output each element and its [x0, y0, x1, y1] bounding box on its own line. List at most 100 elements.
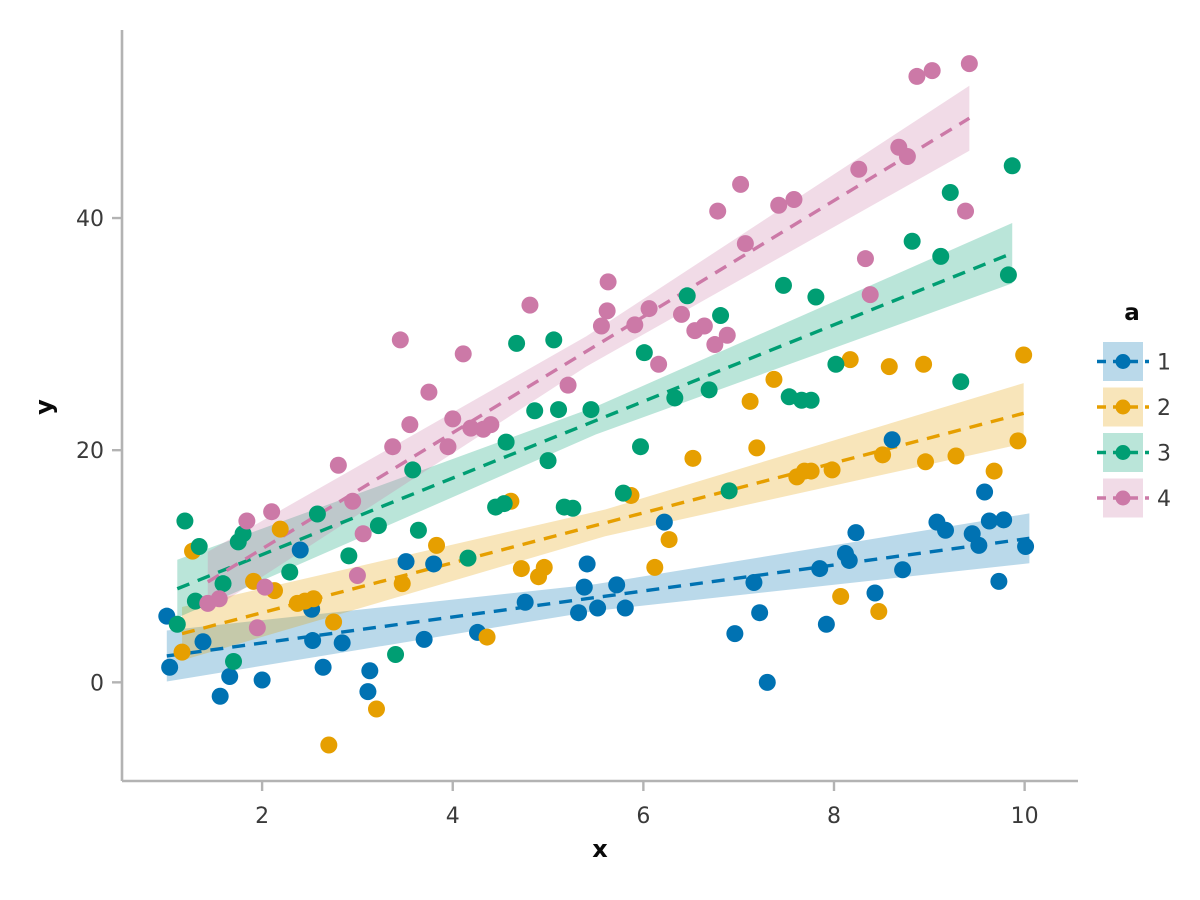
scatter-point-3 — [827, 355, 845, 373]
scatter-point-2 — [832, 587, 850, 605]
scatter-point-4 — [898, 148, 916, 166]
scatter-point-1 — [980, 512, 998, 530]
x-axis-label: x — [592, 835, 608, 863]
scatter-point-1 — [751, 604, 769, 622]
scatter-point-3 — [369, 517, 387, 535]
scatter-point-4 — [960, 55, 978, 73]
scatter-point-4 — [850, 160, 868, 178]
legend-item-4: 4 — [1097, 478, 1171, 518]
scatter-point-4 — [348, 567, 366, 585]
scatter-point-3 — [459, 549, 477, 567]
scatter-point-3 — [932, 247, 950, 265]
scatter-point-2 — [802, 462, 820, 480]
scatter-point-3 — [678, 287, 696, 305]
scatter-point-1 — [415, 630, 433, 648]
scatter-point-2 — [660, 531, 678, 549]
scatter-point-4 — [861, 286, 879, 304]
scatter-points — [158, 55, 1035, 754]
legend-item-3: 3 — [1097, 433, 1171, 472]
scatter-point-3 — [712, 307, 730, 325]
regression-line-4 — [206, 116, 971, 584]
scatter-point-1 — [976, 483, 994, 501]
scatter-point-4 — [599, 273, 617, 291]
confidence-band-2 — [182, 383, 1024, 661]
scatter-point-3 — [720, 482, 738, 500]
scatter-point-2 — [765, 370, 783, 388]
scatter-point-4 — [785, 190, 803, 208]
scatter-point-3 — [802, 391, 820, 409]
scatter-point-4 — [248, 619, 266, 637]
scatter-point-1 — [990, 572, 1008, 590]
scatter-point-1 — [253, 671, 271, 689]
legend-key-dot — [1115, 399, 1131, 415]
scatter-point-2 — [880, 358, 898, 376]
scatter-point-2 — [305, 590, 323, 608]
legend: a 1 2 3 4 — [1097, 300, 1171, 518]
scatter-point-4 — [923, 62, 941, 80]
scatter-point-2 — [684, 449, 702, 467]
scatter-point-2 — [320, 736, 338, 754]
scatter-point-1 — [291, 541, 309, 559]
scatter-point-3 — [508, 334, 526, 352]
scatter-point-1 — [840, 551, 858, 569]
scatter-point-4 — [908, 67, 926, 85]
scatter-point-1 — [578, 555, 596, 573]
scatter-point-3 — [176, 512, 194, 530]
y-tick-label: 40 — [76, 207, 104, 232]
scatter-point-3 — [308, 505, 326, 523]
scatter-point-1 — [1017, 538, 1035, 556]
scatter-point-2 — [367, 700, 385, 718]
scatter-point-1 — [333, 634, 351, 652]
scatter-point-1 — [883, 431, 901, 449]
scatter-point-2 — [916, 453, 934, 471]
scatter-point-3 — [614, 484, 632, 502]
scatter-point-1 — [817, 615, 835, 633]
scatter-point-2 — [1015, 346, 1033, 364]
scatter-point-3 — [495, 495, 513, 513]
scatter-point-4 — [718, 326, 736, 344]
scatter-point-3 — [941, 184, 959, 202]
scatter-point-4 — [454, 345, 472, 363]
scatter-point-1 — [726, 625, 744, 643]
confidence-band-1 — [166, 513, 1030, 682]
scatter-point-3 — [404, 461, 422, 479]
scatter-point-1 — [758, 673, 776, 691]
scatter-point-4 — [439, 438, 457, 456]
scatter-point-4 — [559, 376, 577, 394]
scatter-point-4 — [856, 250, 874, 268]
x-tick-label: 6 — [636, 804, 650, 829]
scatter-point-2 — [646, 558, 664, 576]
scatter-point-1 — [608, 576, 626, 594]
scatter-point-4 — [354, 525, 372, 543]
scatter-point-4 — [592, 317, 610, 335]
scatter-point-3 — [582, 401, 600, 419]
scatter-point-3 — [1003, 157, 1021, 175]
scatter-point-2 — [535, 558, 553, 576]
scatter-point-4 — [598, 302, 616, 320]
scatter-point-3 — [539, 452, 557, 470]
scatter-point-2 — [748, 439, 766, 457]
scatter-point-4 — [344, 492, 362, 510]
scatter-point-3 — [632, 438, 650, 456]
legend-key-dot — [1115, 490, 1131, 506]
y-tick-label: 0 — [90, 671, 104, 696]
scatter-point-1 — [970, 536, 988, 554]
scatter-point-1 — [314, 658, 332, 676]
legend-item-label: 1 — [1157, 351, 1171, 376]
scatter-point-1 — [937, 521, 955, 539]
scatter-point-2 — [741, 392, 759, 410]
scatter-point-3 — [234, 525, 252, 543]
scatter-point-4 — [706, 336, 724, 354]
scatter-point-3 — [545, 331, 563, 349]
x-tick-label: 10 — [1011, 804, 1039, 829]
y-axis-label: y — [30, 399, 58, 415]
scatter-point-3 — [635, 344, 653, 362]
legend-key-dot — [1115, 354, 1131, 369]
scatter-point-3 — [564, 499, 582, 517]
scatter-point-3 — [497, 433, 515, 451]
scatter-point-3 — [214, 575, 232, 593]
scatter-point-3 — [225, 652, 243, 670]
scatter-point-4 — [650, 355, 668, 373]
scatter-point-4 — [709, 202, 727, 220]
scatter-point-4 — [736, 235, 754, 253]
